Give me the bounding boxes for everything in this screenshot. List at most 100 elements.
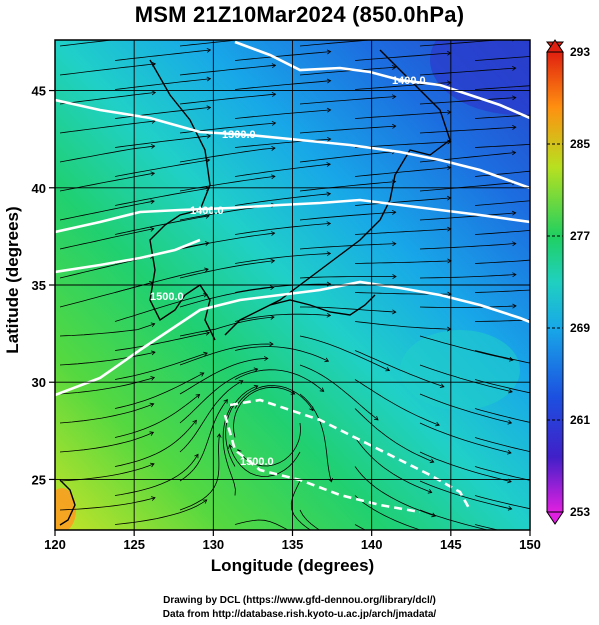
streamline-arrowhead	[565, 398, 569, 402]
streamline	[59, 282, 153, 308]
streamline	[299, 96, 396, 105]
streamline-arrowhead	[508, 388, 513, 394]
streamline	[114, 372, 204, 409]
streamline	[59, 228, 154, 250]
streamline-arrowhead	[567, 285, 571, 289]
streamline-arrowhead	[204, 267, 209, 273]
streamline-arrowhead	[567, 316, 571, 320]
cyan-region	[400, 330, 520, 410]
streamline	[299, 393, 332, 482]
streamline	[114, 49, 211, 61]
streamline	[474, 85, 530, 90]
streamline-arrowhead	[511, 210, 517, 216]
streamline	[354, 260, 452, 264]
streamline-arrowhead	[149, 402, 155, 408]
streamline	[234, 51, 331, 61]
streamline	[474, 259, 530, 264]
streamline	[474, 200, 530, 206]
streamline-arrowhead	[216, 433, 222, 438]
streamline-arrowhead	[512, 65, 517, 71]
streamline	[179, 64, 276, 76]
streamline-arrowhead	[271, 174, 276, 180]
streamline	[179, 399, 228, 482]
streamline-arrowhead	[253, 384, 259, 390]
streamline	[114, 187, 210, 206]
streamline-arrowhead	[512, 125, 517, 130]
streamline	[354, 197, 451, 206]
streamline-arrowhead	[326, 312, 332, 318]
streamline-arrowhead	[565, 514, 569, 518]
streamline	[474, 466, 530, 481]
x-tick-label: 150	[519, 537, 541, 552]
streamline-arrowhead	[205, 158, 211, 163]
streamline-arrowhead	[512, 303, 517, 309]
streamline-arrowhead	[340, 544, 344, 548]
streamline	[59, 92, 156, 105]
streamline-arrowhead	[512, 272, 517, 278]
streamline-arrowhead	[324, 357, 330, 363]
y-tick-label: 25	[32, 472, 46, 487]
streamline-arrowhead	[385, 366, 391, 372]
map-area: 1400.0 1300.0 1400.0 1500.0 1500.0	[55, 35, 571, 548]
x-tick-label: 145	[440, 537, 462, 552]
streamline	[354, 379, 440, 426]
credit-data: Data from http://database.rish.kyoto-u.a…	[162, 609, 437, 620]
coastline-japan	[224, 49, 451, 336]
streamline-arrowhead	[565, 542, 569, 546]
streamline	[59, 63, 156, 76]
streamline-arrowhead	[427, 489, 433, 494]
streamline	[299, 211, 396, 221]
streamline	[179, 175, 275, 192]
streamline	[114, 78, 211, 90]
streamline	[419, 364, 513, 393]
streamline	[179, 286, 274, 308]
streamline-arrowhead	[150, 322, 156, 328]
streamline	[59, 200, 155, 221]
streamline	[114, 135, 211, 148]
streamline	[419, 243, 516, 250]
streamline-arrowhead	[508, 357, 514, 362]
streamline	[114, 332, 210, 351]
streamline	[354, 141, 451, 148]
streamline	[419, 422, 512, 454]
streamline	[354, 495, 422, 530]
streamline-arrowhead	[374, 415, 379, 421]
x-tick-label: 125	[123, 537, 145, 552]
streamline	[474, 437, 530, 453]
streamline-arrowhead	[150, 144, 156, 149]
streamline	[299, 125, 396, 134]
streamline-arrowhead	[272, 35, 276, 39]
streamline	[299, 509, 321, 530]
streamline-arrowhead	[565, 428, 569, 432]
streamline	[179, 40, 242, 47]
streamline	[179, 316, 275, 337]
streamline	[419, 97, 516, 105]
streamline-arrowhead	[270, 258, 276, 264]
streamline	[299, 276, 396, 279]
y-axis-label: Latitude (degrees)	[3, 206, 22, 354]
colorbar-tick-label: 253	[570, 505, 590, 519]
streamline-arrowhead	[429, 458, 435, 464]
streamline-arrowhead	[204, 241, 210, 246]
streamline	[114, 159, 210, 177]
streamline-arrowhead	[253, 367, 259, 373]
streamline	[233, 386, 295, 438]
contour-label-1: 1400.0	[392, 75, 426, 87]
streamline-arrowhead	[270, 285, 275, 291]
streamline-arrowhead	[511, 150, 517, 156]
streamline-arrowhead	[223, 398, 228, 404]
colorbar-tick-label: 277	[570, 229, 590, 243]
streamline	[179, 380, 243, 453]
streamline	[419, 40, 504, 47]
streamline-arrowhead	[565, 485, 569, 489]
streamline	[179, 93, 276, 105]
streamline-arrowhead	[391, 94, 397, 100]
streamline-arrowhead	[150, 171, 156, 177]
streamline	[234, 109, 331, 119]
streamline	[234, 223, 331, 235]
streamline	[354, 111, 451, 119]
streamline-arrowhead	[150, 199, 155, 205]
streamline	[114, 454, 199, 496]
credit-drawing: Drawing by DCL (https://www.gfd-dennou.o…	[163, 595, 436, 606]
streamline-arrowhead	[392, 241, 397, 247]
